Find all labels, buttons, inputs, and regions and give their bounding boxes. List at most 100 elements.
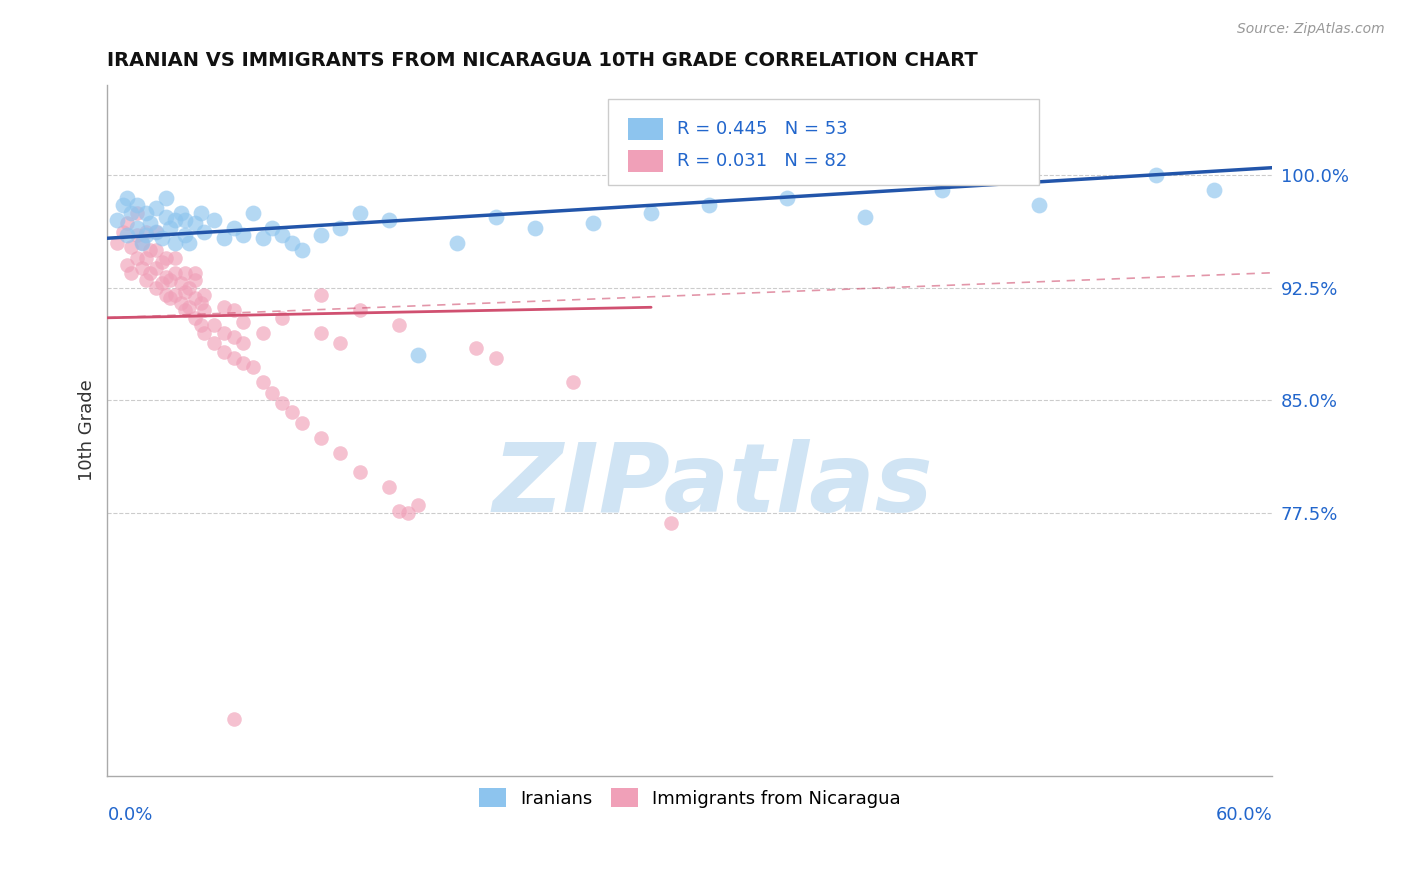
Point bbox=[145, 281, 167, 295]
Point bbox=[125, 228, 148, 243]
Point bbox=[485, 351, 508, 366]
Point bbox=[120, 205, 142, 219]
Point bbox=[115, 228, 138, 243]
Text: 60.0%: 60.0% bbox=[1216, 805, 1272, 823]
Point bbox=[125, 198, 148, 212]
Point bbox=[165, 213, 187, 227]
Point bbox=[190, 318, 212, 333]
Point bbox=[232, 228, 254, 243]
Point bbox=[165, 251, 187, 265]
Point bbox=[155, 191, 177, 205]
Point bbox=[150, 255, 173, 269]
Point bbox=[145, 244, 167, 258]
Point bbox=[202, 318, 225, 333]
Point bbox=[125, 220, 148, 235]
Point bbox=[159, 273, 181, 287]
Point bbox=[150, 231, 173, 245]
Point bbox=[155, 270, 177, 285]
Point bbox=[190, 295, 212, 310]
Point bbox=[105, 235, 128, 250]
Point bbox=[252, 326, 274, 340]
Point bbox=[193, 326, 215, 340]
Point bbox=[184, 216, 207, 230]
Point bbox=[349, 466, 371, 480]
Point bbox=[145, 261, 167, 276]
Point bbox=[309, 431, 332, 445]
Point bbox=[406, 348, 429, 362]
Point bbox=[242, 360, 264, 375]
Point bbox=[222, 351, 245, 366]
Point bbox=[170, 295, 193, 310]
Point bbox=[329, 220, 352, 235]
Point bbox=[115, 191, 138, 205]
Point bbox=[193, 288, 215, 302]
Point bbox=[159, 291, 181, 305]
Point bbox=[446, 235, 468, 250]
Point bbox=[562, 376, 585, 390]
Point bbox=[290, 416, 312, 430]
Point bbox=[135, 225, 157, 239]
Point bbox=[139, 216, 162, 230]
Point bbox=[184, 273, 207, 287]
Point bbox=[212, 300, 235, 314]
Point bbox=[378, 213, 401, 227]
Text: R = 0.031   N = 82: R = 0.031 N = 82 bbox=[678, 152, 848, 170]
Point bbox=[388, 504, 411, 518]
Point bbox=[271, 228, 294, 243]
Point bbox=[165, 235, 187, 250]
Point bbox=[190, 205, 212, 219]
Point bbox=[1028, 198, 1050, 212]
Legend: Iranians, Immigrants from Nicaragua: Iranians, Immigrants from Nicaragua bbox=[472, 781, 908, 815]
Y-axis label: 10th Grade: 10th Grade bbox=[79, 379, 96, 482]
Point bbox=[170, 277, 193, 291]
Point bbox=[262, 220, 284, 235]
Point bbox=[1144, 168, 1167, 182]
Point bbox=[155, 211, 177, 225]
Point bbox=[281, 235, 304, 250]
Point bbox=[135, 273, 157, 287]
Point bbox=[271, 396, 294, 410]
Point bbox=[853, 211, 876, 225]
Point bbox=[135, 205, 157, 219]
Point bbox=[212, 326, 235, 340]
Point bbox=[150, 277, 173, 291]
Point bbox=[309, 228, 332, 243]
Text: IRANIAN VS IMMIGRANTS FROM NICARAGUA 10TH GRADE CORRELATION CHART: IRANIAN VS IMMIGRANTS FROM NICARAGUA 10T… bbox=[107, 51, 979, 70]
Point bbox=[222, 220, 245, 235]
Point bbox=[111, 225, 134, 239]
Point bbox=[222, 330, 245, 344]
Point bbox=[115, 258, 138, 272]
Point bbox=[131, 235, 153, 250]
Point bbox=[165, 288, 187, 302]
Point bbox=[120, 266, 142, 280]
Text: 0.0%: 0.0% bbox=[107, 805, 153, 823]
Point bbox=[174, 213, 197, 227]
Point bbox=[193, 303, 215, 318]
Point bbox=[120, 240, 142, 254]
Point bbox=[262, 385, 284, 400]
Point bbox=[131, 235, 153, 250]
Point bbox=[177, 281, 200, 295]
Point bbox=[396, 506, 419, 520]
Point bbox=[232, 315, 254, 329]
Point bbox=[135, 251, 157, 265]
Point bbox=[699, 198, 721, 212]
Point bbox=[931, 183, 953, 197]
Point bbox=[145, 201, 167, 215]
Point bbox=[388, 318, 411, 333]
Point bbox=[406, 499, 429, 513]
Point bbox=[271, 310, 294, 325]
Point bbox=[111, 198, 134, 212]
Text: ZIPatlas: ZIPatlas bbox=[494, 439, 934, 533]
Point bbox=[640, 205, 662, 219]
Point bbox=[202, 336, 225, 351]
Text: Source: ZipAtlas.com: Source: ZipAtlas.com bbox=[1237, 22, 1385, 37]
Point bbox=[222, 712, 245, 726]
Point bbox=[174, 285, 197, 300]
Point bbox=[125, 205, 148, 219]
Point bbox=[105, 213, 128, 227]
Point bbox=[485, 211, 508, 225]
Point bbox=[252, 231, 274, 245]
Point bbox=[155, 288, 177, 302]
Point bbox=[309, 288, 332, 302]
